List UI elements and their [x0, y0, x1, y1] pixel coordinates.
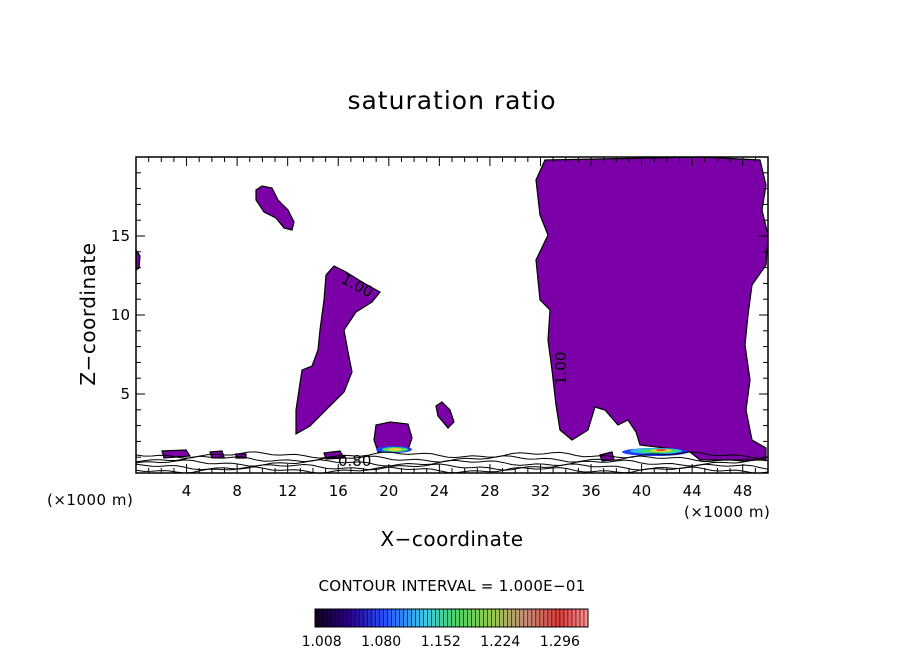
- contour-line: [135, 463, 769, 471]
- supersaturated-region: [295, 265, 381, 436]
- contour-line: [135, 455, 769, 463]
- contour-interval-text: CONTOUR INTERVAL = 1.000E−01: [318, 577, 586, 595]
- colorbar-tick-label: 1.152: [420, 634, 461, 650]
- y-tick-label: 15: [111, 227, 130, 245]
- contour-line: [135, 459, 769, 467]
- x-units-right: (×1000 m): [684, 503, 771, 521]
- y-tick-label: 5: [120, 385, 130, 403]
- y-axis-label: Z−coordinate: [76, 242, 100, 386]
- colorbar-tick-label: 1.008: [301, 634, 342, 650]
- colorbar-tick-label: 1.224: [480, 634, 521, 650]
- hot-spot: [388, 448, 402, 451]
- x-tick-label: 48: [733, 482, 752, 500]
- supersaturated-regions: [135, 156, 769, 462]
- x-tick-label: 40: [632, 482, 651, 500]
- chart-title: saturation ratio: [347, 86, 557, 115]
- x-tick-label: 4: [182, 482, 192, 500]
- colorbar: [314, 608, 589, 628]
- contour-label: 0.80: [338, 452, 371, 470]
- supersaturated-region: [535, 156, 769, 461]
- x-axis-label: X−coordinate: [380, 527, 524, 551]
- colorbar-tick-label: 1.080: [361, 634, 402, 650]
- x-tick-label: 36: [581, 482, 600, 500]
- x-tick-label: 12: [278, 482, 297, 500]
- x-tick-label: 16: [329, 482, 348, 500]
- supersaturated-region: [255, 185, 295, 231]
- supersaturated-region: [373, 421, 413, 453]
- x-tick-label: 32: [531, 482, 550, 500]
- supersaturated-region: [435, 401, 455, 429]
- x-units-left: (×1000 m): [47, 491, 134, 509]
- x-tick-label: 8: [232, 482, 242, 500]
- colorbar-frame: [314, 608, 589, 628]
- x-tick-label: 28: [480, 482, 499, 500]
- x-tick-label: 44: [683, 482, 702, 500]
- hot-spot: [656, 449, 666, 451]
- x-tick-label: 20: [379, 482, 398, 500]
- contour-label: 1.00: [552, 352, 570, 385]
- x-tick-label: 24: [430, 482, 449, 500]
- colorbar-tick-label: 1.296: [539, 634, 580, 650]
- y-tick-label: 10: [111, 306, 130, 324]
- contour-line: [135, 451, 769, 459]
